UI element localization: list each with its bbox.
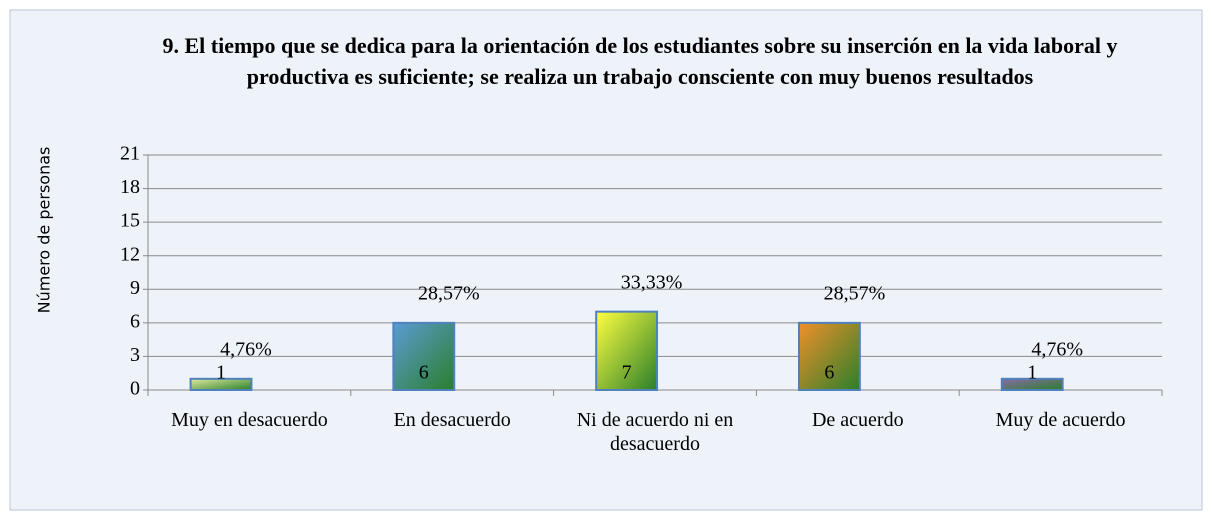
value-label: 1 [1027,362,1037,384]
bar [392,321,456,392]
chart-title: 9. El tiempo que se dedica para la orien… [162,33,1118,89]
bar [189,377,253,391]
x-tick-label: Ni de acuerdo ni en desacuerdo [576,409,734,455]
percent-label: 33,33% [621,271,683,293]
x-tick-label: Muy de acuerdo [995,409,1126,431]
x-tick-label: De acuerdo [811,409,904,431]
percent-label: 4,76% [220,338,272,360]
y-tick-label: 15 [120,210,140,232]
percent-label: 4,76% [1031,338,1083,360]
percent-label: 28,57% [418,282,480,304]
x-tick-label: Muy en desacuerdo [171,409,328,431]
value-label: 7 [622,362,632,384]
background [9,9,1203,511]
value-label: 1 [216,362,226,384]
bar [1000,377,1064,391]
y-tick-label: 3 [130,344,140,366]
y-tick-label: 21 [120,143,140,165]
y-tick-label: 6 [130,310,140,332]
y-tick-label: 18 [120,176,140,198]
value-label: 6 [419,362,429,384]
bar [595,310,659,391]
y-tick-label: 12 [120,243,140,265]
percent-label: 28,57% [824,282,886,304]
y-tick-label: 9 [130,277,140,299]
x-tick-label: En desacuerdo [393,409,511,431]
y-axis-label: Número de personas [34,146,54,314]
bar [797,321,861,392]
value-label: 6 [824,362,834,384]
y-tick-label: 0 [130,378,140,400]
